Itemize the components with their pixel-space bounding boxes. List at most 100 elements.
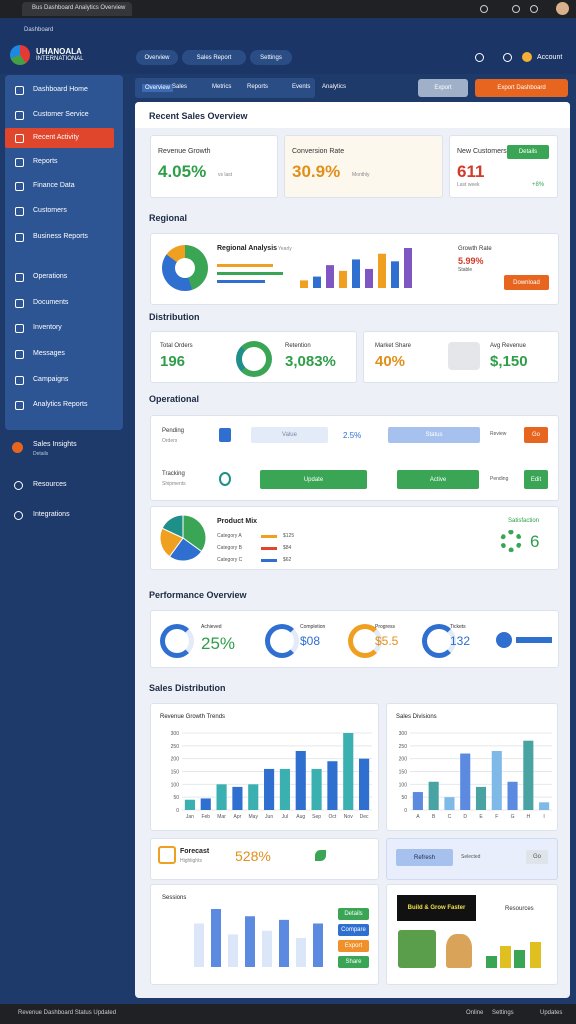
side-link[interactable]: Resources [33,481,67,488]
export-button[interactable]: Export [418,79,468,97]
header-icon[interactable] [475,53,484,62]
side-button[interactable]: Details [338,908,369,920]
y-tick-label: 150 [399,770,408,776]
browser-icon [530,5,538,13]
account[interactable]: Account [537,54,563,61]
section-title: Performance Overview [149,590,247,600]
kpi-value: 4.05% [158,162,207,181]
bar [428,781,439,810]
toolbar-tab[interactable]: Overview [142,84,174,92]
header-icon[interactable] [503,53,512,62]
y-tick-label: 100 [399,782,408,788]
nav-pill[interactable]: Settings [250,50,292,65]
legend-swatch [261,547,277,550]
status-item[interactable]: Settings [492,1010,514,1016]
bar [313,276,321,288]
header-icon[interactable] [522,52,532,62]
side-item[interactable]: Analytics Reports [33,401,88,408]
x-tick-label: Feb [201,814,210,820]
side-icon [12,442,23,453]
app-header [0,18,576,74]
row-button[interactable]: Edit [524,470,548,489]
dist-ring [236,341,272,377]
chart-canvas: 0 50 100 150 200 250 300 A B C D E F G H I [399,731,552,820]
toolbar-tab[interactable]: Events [292,84,311,90]
tab [22,2,132,16]
side-item[interactable]: Operations [33,273,68,280]
perf-value: 132 [450,634,471,648]
perf-bar [516,637,552,643]
toolbar-tab[interactable]: Sales [172,84,188,90]
perf-label: Progress [375,624,396,630]
side-item[interactable]: Inventory [33,324,62,331]
dist-value: 3,083% [285,353,336,370]
side-item[interactable]: Messages [33,350,65,357]
side-item[interactable]: Campaigns [33,376,69,383]
legend-swatch [261,535,277,538]
filter-action[interactable]: Go [526,850,548,864]
side-icon [15,324,24,333]
y-tick-label: 150 [171,770,180,776]
side-item[interactable]: Customer Service [33,111,89,118]
promo-icon [158,846,176,864]
side-label: Satisfaction [508,518,540,524]
bar [211,909,221,967]
side-item[interactable]: Recent Activity [33,134,79,141]
nav-pill[interactable]: Sales Report [182,50,246,65]
side-item[interactable]: Finance Data [33,182,75,189]
x-tick-label: G [511,814,515,820]
toolbar-tab[interactable]: Analytics [322,84,347,90]
promo-title: Forecast [180,848,210,855]
side-button[interactable]: Export [338,940,369,952]
kpi-label: Conversion Rate [292,148,345,155]
status-item[interactable]: Updates [540,1010,563,1016]
side-item[interactable]: Business Reports [33,233,88,240]
y-tick-label: 200 [171,757,180,763]
kpi-button[interactable]: Details [507,145,549,159]
legend-label: Category A [217,533,242,539]
illustration-bar [486,956,497,968]
y-tick-label: 50 [173,795,179,801]
side-icon [15,86,24,95]
side-icon [15,182,24,191]
tab-title: Bus Dashboard Analytics Overview [32,5,126,11]
active-item [5,128,114,148]
y-tick-label: 250 [399,744,408,750]
perf-value: 25% [201,634,236,653]
side-item[interactable]: Documents [33,299,69,306]
x-tick-label: I [543,814,544,820]
row-button[interactable]: Go [524,427,548,443]
perf-ring [348,624,382,658]
side-item[interactable]: Dashboard Home [33,86,88,93]
toolbar-tab[interactable]: Metrics [212,84,232,90]
side-button[interactable]: Compare [338,924,369,936]
toolbar-tab[interactable]: Reports [247,84,269,90]
bar [378,253,386,288]
gear-icon [500,530,522,552]
side-group[interactable]: Sales Insights [33,441,77,448]
bar [296,938,306,967]
side-item[interactable]: Reports [33,158,58,165]
promo-leaf [315,850,326,861]
legend-label: Category B [217,545,243,551]
banner-side: Resources [505,906,534,912]
pie-title: Product Mix [217,518,258,525]
row-chip [219,428,231,442]
status-item[interactable]: Online [466,1010,484,1016]
download-button[interactable]: Download [504,275,549,290]
side-icon [14,511,23,520]
side-item[interactable]: Customers [33,207,67,214]
side-icon [15,376,24,385]
dist-label: Retention [285,343,311,349]
chart-canvas: 0 50 100 150 200 250 300 Jan Feb Mar Apr May Jun Jul A… [171,731,372,820]
side-button[interactable]: Share [338,956,369,968]
filter-button[interactable]: Refresh [396,849,453,866]
bar [262,930,272,967]
section-title: Distribution [149,312,200,322]
kpi-label: Revenue Growth [158,148,211,155]
nav-pill[interactable]: Overview [136,50,178,65]
dist-icon [448,342,480,370]
side-link[interactable]: Integrations [33,511,70,518]
export-dashboard-button[interactable]: Export Dashboard [475,79,568,97]
row-field[interactable]: Value [251,427,328,443]
